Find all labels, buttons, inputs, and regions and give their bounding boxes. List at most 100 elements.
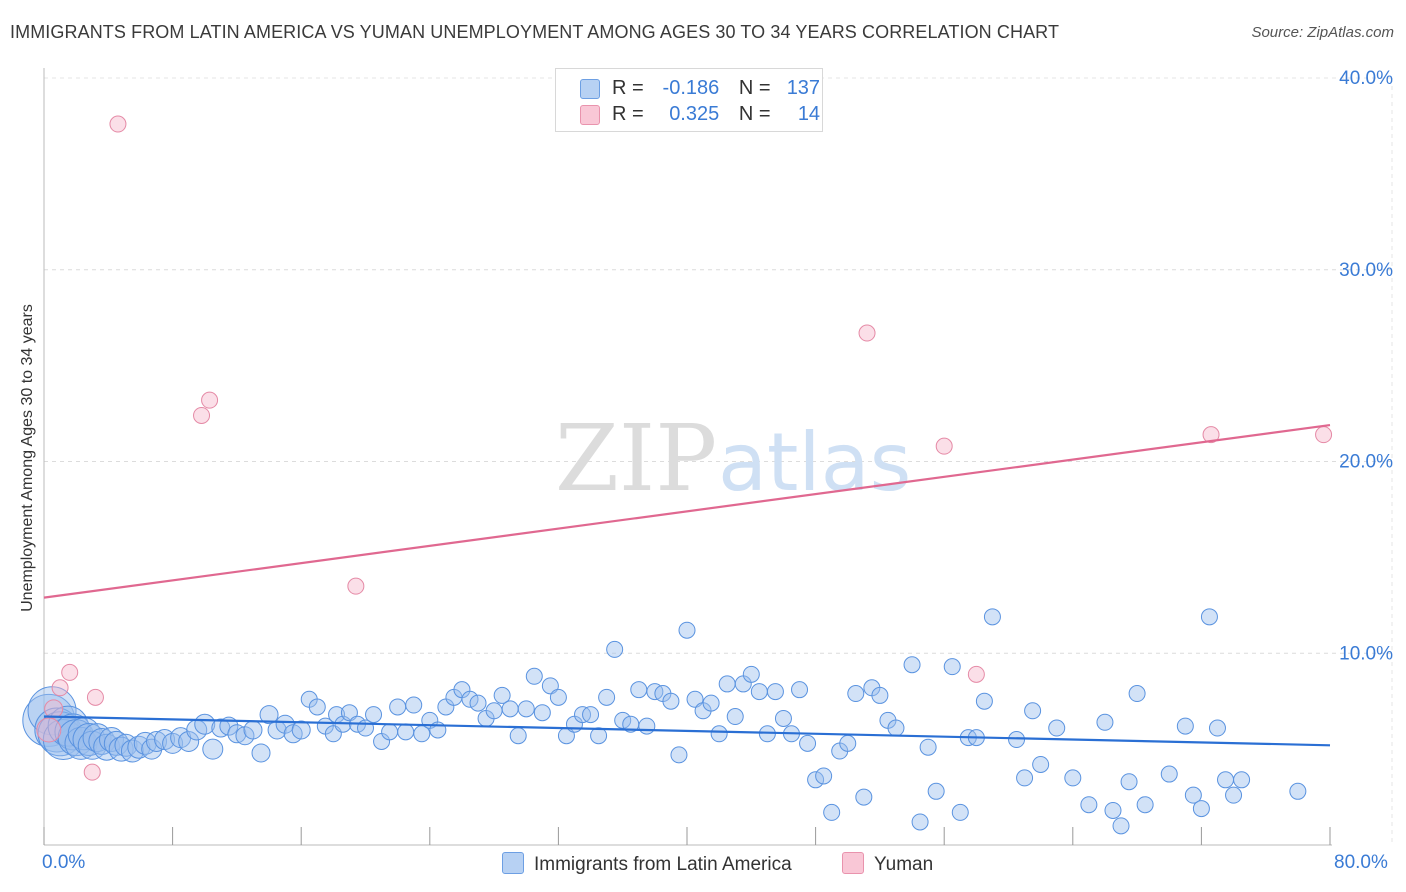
point-immigrants	[686, 690, 704, 708]
series-yuman-points	[36, 115, 1333, 781]
point-immigrants	[919, 738, 937, 756]
watermark: ZIP atlas	[555, 405, 911, 512]
correlation-legend: R = -0.186 N = 137 R = 0.325 N = 14	[555, 68, 823, 132]
point-immigrants	[493, 686, 511, 704]
watermark-zip: ZIP	[555, 405, 717, 512]
bottom-legend-swatch-yuman	[842, 852, 864, 874]
point-immigrants	[1192, 800, 1210, 818]
legend-n-value-immigrants: 137	[786, 77, 821, 99]
axes	[43, 68, 1332, 846]
point-immigrants	[911, 813, 929, 831]
x-tick-label-max: 80.0%	[1334, 852, 1388, 873]
point-immigrants	[903, 656, 921, 674]
point-immigrants	[1008, 731, 1026, 749]
point-immigrants	[485, 702, 503, 720]
x-tick-label-min: 0.0%	[42, 852, 86, 873]
bottom-legend-label-immigrants: Immigrants from Latin America	[534, 854, 792, 875]
point-immigrants	[389, 698, 407, 716]
point-immigrants	[525, 667, 543, 685]
point-immigrants	[340, 704, 358, 722]
point-immigrants	[638, 717, 656, 735]
point-immigrants	[815, 767, 833, 785]
point-yuman	[86, 688, 104, 706]
point-immigrants	[839, 734, 857, 752]
legend-n-value-yuman: 14	[797, 103, 821, 125]
y-axis-label: Unemployment Among Ages 30 to 34 years	[19, 304, 36, 612]
point-immigrants	[1200, 608, 1218, 626]
point-immigrants	[1080, 796, 1098, 814]
point-yuman	[83, 763, 101, 781]
point-immigrants	[750, 683, 768, 701]
point-immigrants	[99, 727, 125, 753]
point-immigrants	[509, 727, 527, 745]
point-yuman	[347, 577, 365, 595]
point-immigrants	[146, 730, 168, 752]
point-immigrants	[662, 692, 680, 710]
point-immigrants	[614, 711, 632, 729]
point-yuman	[1202, 426, 1220, 444]
point-immigrants	[855, 788, 873, 806]
y-tick-labels: 10.0% 20.0% 30.0% 40.0%	[1339, 68, 1393, 664]
point-immigrants	[1016, 769, 1034, 787]
point-immigrants	[243, 720, 263, 740]
point-immigrants	[951, 803, 969, 821]
point-yuman	[935, 437, 953, 455]
point-immigrants	[397, 723, 415, 741]
point-yuman	[201, 391, 219, 409]
bottom-legend-yuman: Yuman	[842, 852, 933, 876]
point-immigrants	[1217, 771, 1235, 789]
point-immigrants	[34, 707, 80, 753]
y-tick-label: 10.0%	[1339, 643, 1393, 664]
point-immigrants	[943, 658, 961, 676]
point-immigrants	[1128, 685, 1146, 703]
point-immigrants	[630, 681, 648, 699]
point-immigrants	[702, 694, 720, 712]
point-yuman	[36, 717, 62, 743]
point-immigrants	[194, 713, 216, 735]
point-yuman	[61, 663, 79, 681]
point-immigrants	[799, 734, 817, 752]
y-tick-label: 30.0%	[1339, 260, 1393, 281]
bottom-legend-label-yuman: Yuman	[874, 854, 934, 875]
point-immigrants	[259, 705, 279, 725]
point-immigrants	[887, 719, 905, 737]
legend-swatch-immigrants	[580, 79, 600, 99]
point-immigrants	[308, 698, 326, 716]
trend-line-yuman	[43, 423, 1331, 599]
point-immigrants	[582, 706, 600, 724]
point-immigrants	[807, 771, 825, 789]
point-yuman	[44, 699, 64, 719]
point-immigrants	[517, 700, 535, 718]
point-immigrants	[1064, 769, 1082, 787]
point-immigrants	[1289, 782, 1307, 800]
point-immigrants	[678, 621, 696, 639]
point-immigrants	[1225, 786, 1243, 804]
point-immigrants	[202, 738, 224, 760]
point-immigrants	[469, 694, 487, 712]
point-immigrants	[718, 675, 736, 693]
y-tick-label: 40.0%	[1339, 68, 1393, 89]
point-yuman	[51, 679, 69, 697]
legend-r-label: R =	[612, 103, 644, 125]
point-immigrants	[1160, 765, 1178, 783]
bottom-legend-swatch-immigrants	[502, 852, 524, 874]
point-immigrants	[742, 665, 760, 683]
point-immigrants	[598, 688, 616, 706]
chart-title: IMMIGRANTS FROM LATIN AMERICA VS YUMAN U…	[10, 22, 1060, 42]
point-immigrants	[1032, 755, 1050, 773]
point-immigrants	[461, 690, 479, 708]
point-yuman	[858, 324, 876, 342]
point-immigrants	[871, 686, 889, 704]
point-immigrants	[120, 739, 144, 763]
point-immigrants	[975, 692, 993, 710]
point-immigrants	[1096, 713, 1114, 731]
point-immigrants	[1112, 817, 1130, 835]
bottom-legend-immigrants: Immigrants from Latin America	[502, 852, 792, 876]
point-immigrants	[606, 640, 624, 658]
point-immigrants	[541, 677, 559, 695]
point-immigrants	[1233, 771, 1251, 789]
point-immigrants	[54, 713, 92, 751]
point-immigrants	[365, 706, 383, 724]
point-immigrants	[590, 727, 608, 745]
